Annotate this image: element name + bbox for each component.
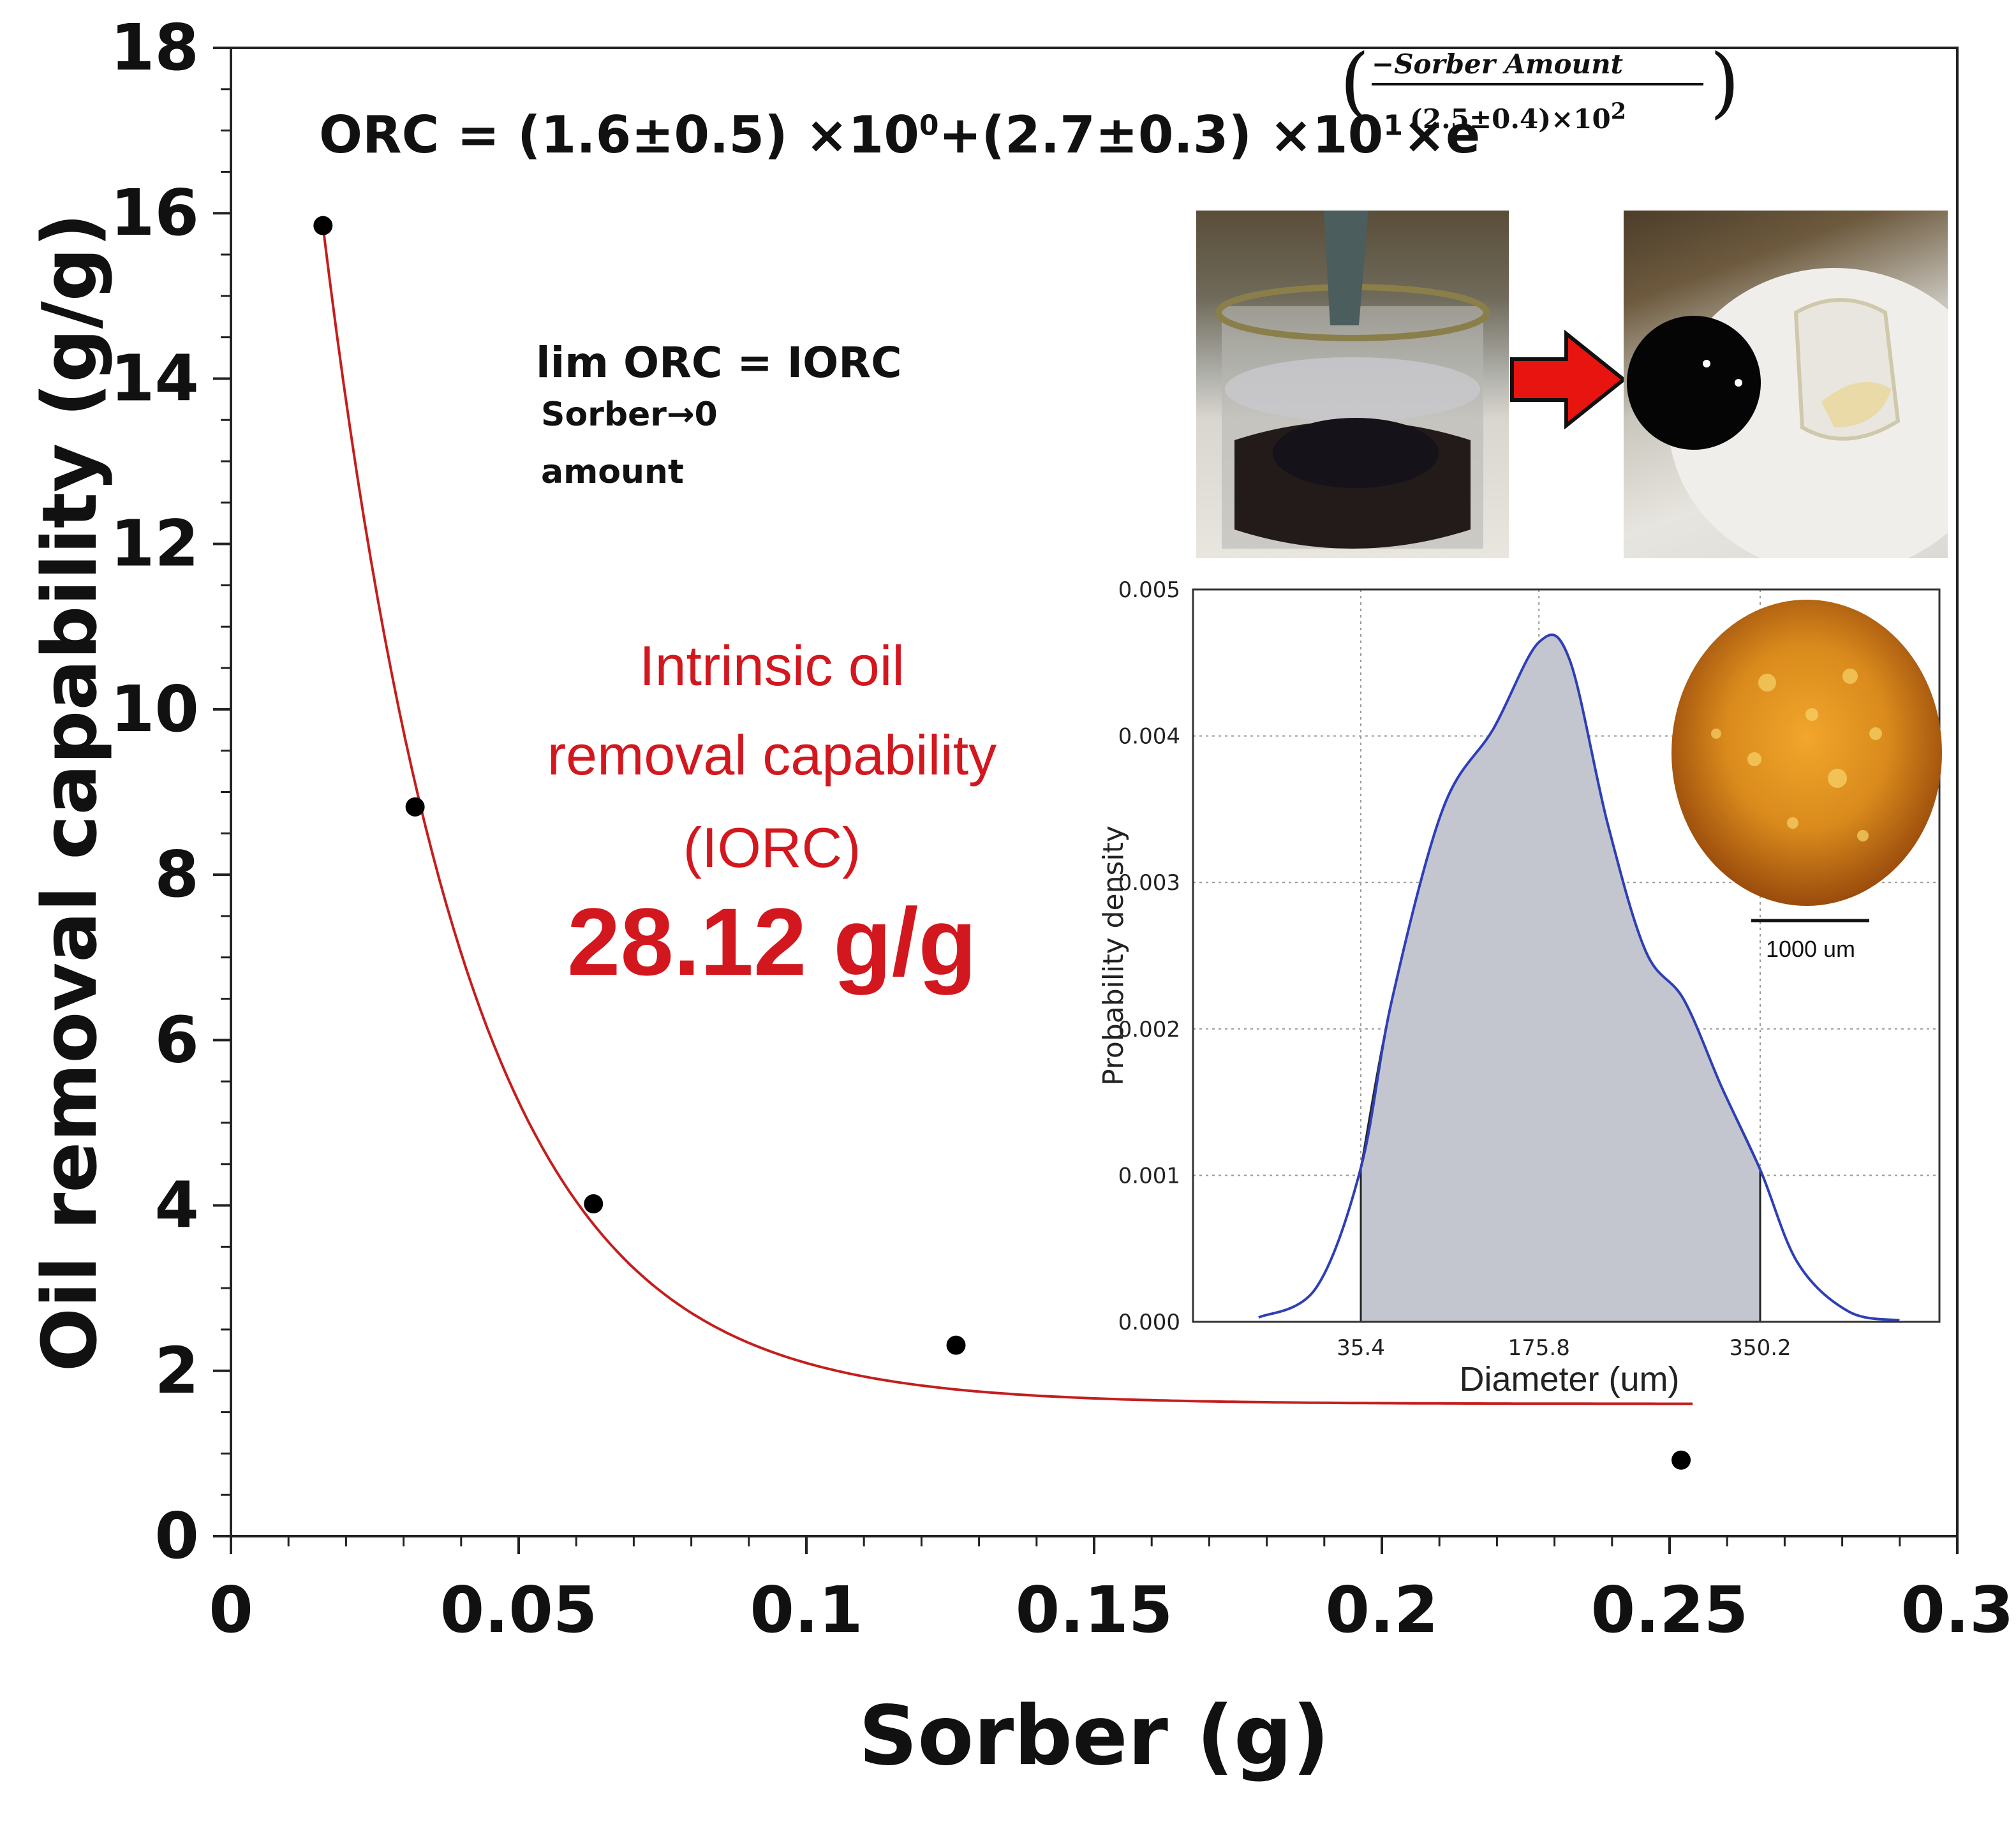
fit-equation: ORC = (1.6±0.5) ×100+(2.7±0.3) ×101×e	[319, 105, 1481, 165]
data-point	[584, 1194, 604, 1213]
inset-x-tick-labels: 35.4 175.8 350.2	[1337, 1335, 1791, 1361]
iorc-label-line2: removal capability	[547, 723, 997, 787]
y-tick-label: 14	[110, 341, 199, 415]
y-tick-labels: 0 2 4 6 8 10 12 14 16 18	[110, 10, 199, 1573]
inset-y-tick-label: 0.002	[1118, 1017, 1180, 1042]
limit-subscript-2: amount	[541, 453, 684, 491]
data-point	[405, 797, 425, 817]
x-tick-label: 0.05	[440, 1573, 598, 1647]
arrow-icon	[1510, 329, 1627, 430]
micrograph-image	[1671, 600, 1942, 906]
data-points	[313, 216, 1691, 1470]
x-tick-label: 0.25	[1591, 1573, 1749, 1647]
inset-y-tick-label: 0.000	[1118, 1310, 1180, 1335]
y-tick-label: 18	[110, 10, 199, 85]
y-tick-label: 16	[110, 175, 199, 250]
x-tick-label: 0.2	[1325, 1573, 1438, 1647]
photo-sorbed-oil-ball	[1624, 211, 1948, 558]
inset-x-tick-label: 350.2	[1729, 1335, 1791, 1361]
y-tick-label: 4	[154, 1168, 199, 1243]
x-axis-ticks	[230, 1536, 1959, 1554]
limit-expression: lim ORC = IORC	[536, 338, 902, 387]
inset-x-tick-label: 35.4	[1337, 1335, 1385, 1361]
plot-frame	[230, 47, 1959, 1537]
y-tick-label: 12	[110, 507, 199, 581]
inset-x-tick-label: 175.8	[1508, 1335, 1570, 1361]
photo-oil-in-beaker	[1196, 211, 1509, 558]
inset-y-tick-labels: 0.000 0.001 0.002 0.003 0.004 0.005	[1118, 577, 1180, 1335]
micrograph-texture	[1711, 669, 1882, 841]
x-tick-label: 0.1	[750, 1573, 863, 1647]
inset-x-axis-title: Diameter (um)	[1459, 1360, 1679, 1398]
y-tick-label: 10	[110, 672, 199, 746]
inset-frame	[1192, 588, 1941, 1323]
inset-y-tick-label: 0.005	[1118, 577, 1180, 603]
x-tick-label: 0	[209, 1573, 253, 1647]
x-axis-title: Sorber (g)	[859, 1689, 1330, 1784]
y-axis-title: Oil removal capability (g/g)	[26, 213, 114, 1372]
x-tick-label: 0.3	[1901, 1573, 2013, 1647]
fit-curve	[322, 226, 1693, 1405]
y-tick-label: 0	[154, 1499, 199, 1573]
inset-density-curve	[1258, 633, 1900, 1322]
data-point	[946, 1335, 966, 1355]
y-axis-ticks	[213, 47, 231, 1537]
x-tick-label: 0.15	[1016, 1573, 1173, 1647]
y-tick-label: 8	[154, 837, 199, 912]
limit-subscript-1: Sorber→0	[541, 396, 718, 434]
data-point	[1671, 1450, 1691, 1470]
iorc-label-line3: (IORC)	[683, 816, 861, 879]
inset-y-tick-label: 0.001	[1118, 1163, 1180, 1189]
scale-bar-label: 1000 um	[1766, 936, 1855, 962]
y-tick-label: 6	[154, 1002, 199, 1077]
diameter-density-inset: 0.000 0.001 0.002 0.003 0.004 0.005 35.4 175.8…	[1097, 577, 1942, 1398]
iorc-label-line1: Intrinsic oil	[639, 634, 905, 697]
inset-y-axis-title: Probability density	[1097, 826, 1130, 1086]
x-tick-labels: 0 0.05 0.1 0.15 0.2 0.25 0.3	[209, 1573, 2013, 1647]
y-tick-label: 2	[154, 1333, 199, 1408]
data-point	[313, 216, 333, 235]
inset-y-tick-label: 0.004	[1118, 724, 1180, 750]
inset-y-tick-label: 0.003	[1118, 870, 1180, 896]
iorc-value: 28.12 g/g	[567, 888, 977, 995]
